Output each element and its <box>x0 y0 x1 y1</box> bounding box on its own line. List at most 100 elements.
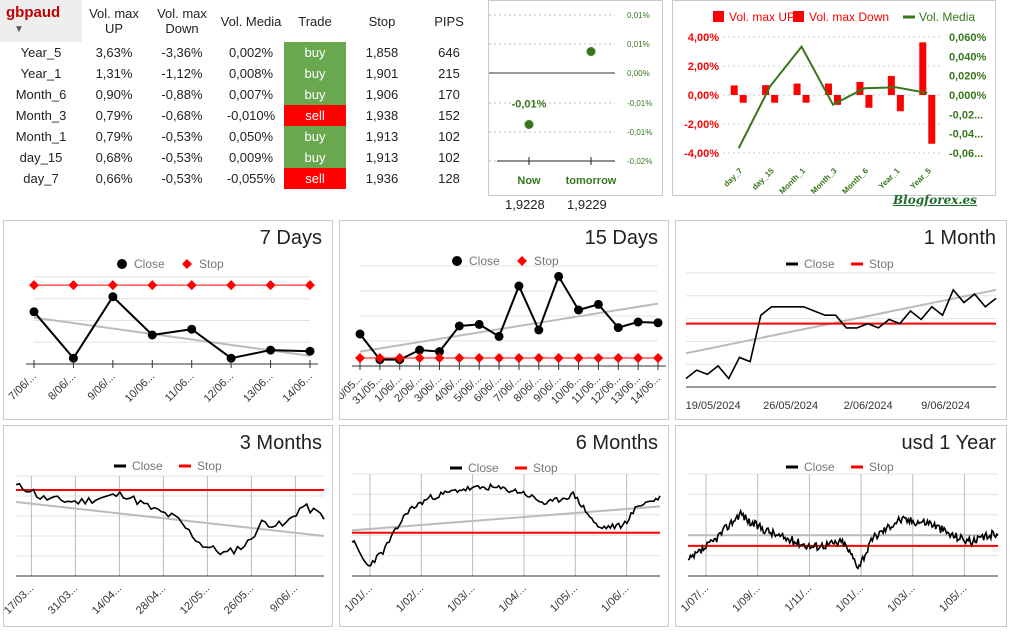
bar-vol-up <box>887 76 895 95</box>
header-trade: Trade <box>298 13 332 29</box>
legend-stop-label: Stop <box>197 459 222 473</box>
stop-point <box>29 280 39 291</box>
x-tick-label: 1/07/... <box>679 582 711 614</box>
legend-close-swatch <box>117 259 127 269</box>
close-point <box>415 345 425 355</box>
close-line <box>351 482 661 567</box>
row-vol-down: -0,53% <box>161 150 203 165</box>
legend-close-label: Close <box>469 254 500 268</box>
forecast-y-tick: 0,01% <box>627 40 650 49</box>
vol-x-label: Year_1 <box>877 166 902 191</box>
stop-point <box>653 353 663 363</box>
legend-stop-swatch <box>182 259 192 269</box>
forecast-y-tick: 0,00% <box>627 69 650 78</box>
vol-right-tick: 0,000% <box>949 90 987 102</box>
close-point <box>68 353 78 363</box>
bar-vol-up <box>762 85 770 95</box>
volatility-chart: 4,00% 2,00% 0,00% -2,00% -4,00% 0,060% 0,040% 0… <box>684 10 987 196</box>
row-trade[interactable]: buy <box>284 126 346 147</box>
stop-point <box>513 353 524 363</box>
x-tick-label: 31/03... <box>46 582 80 616</box>
stop-point <box>305 280 315 291</box>
row-trade[interactable]: sell <box>284 168 346 189</box>
forecast-y-tick: -0,01% <box>627 99 652 108</box>
chart-title-15-days: 15 Days <box>584 227 658 249</box>
table-row: Year_5 3,63% -3,36% 0,002% buy 1,858 646 <box>0 42 480 63</box>
symbol-label: gbpaud <box>6 4 61 21</box>
legend-close-label: Close <box>134 257 165 271</box>
x-tick-label: 9/06/... <box>268 582 300 614</box>
close-point <box>534 325 544 335</box>
row-vol-media: 0,050% <box>228 129 274 144</box>
legend-stop-label: Stop <box>869 257 894 271</box>
vol-x-label: day_7 <box>722 166 745 189</box>
x-tick-label: 11/06... <box>163 370 197 404</box>
row-trade[interactable]: buy <box>284 84 346 105</box>
row-period: Month_6 <box>15 87 67 102</box>
close-point <box>355 329 365 339</box>
legend-label: Vol. max UP <box>729 10 795 24</box>
close-line <box>359 274 659 361</box>
panel-15-days: 30/05... 31/05... 1/06/... 2/06/... 3/06/...… <box>331 220 669 420</box>
header-down: Vol. max Down <box>157 6 207 36</box>
row-period: Month_3 <box>15 108 67 123</box>
x-tick-label: 1/04/... <box>497 582 529 614</box>
row-trade[interactable]: buy <box>284 42 346 63</box>
row-stop: 1,913 <box>365 150 399 165</box>
row-period: day_15 <box>19 150 63 165</box>
close-point <box>494 331 504 341</box>
bar-vol-up <box>730 85 738 95</box>
panel-1-month: 19/05/2024 26/05/2024 2/06/2024 9/06/2024 Cl… <box>675 220 1007 420</box>
header-media: Vol. Media <box>220 13 282 29</box>
symbol-select[interactable]: gbpaud ▼ <box>0 0 82 42</box>
close-point <box>633 317 643 327</box>
panel-7-days: 7/06/... 8/06/... 9/06/... 10/06... 11/06...… <box>3 220 333 420</box>
close-point <box>593 299 603 309</box>
chart-15-days: 30/05...31/05...1/06/...2/06/...3/06/...… <box>331 254 666 407</box>
x-tick-label: 1/11/... <box>783 582 815 614</box>
row-period: Year_5 <box>20 45 62 60</box>
row-vol-up: 3,63% <box>95 45 133 60</box>
dropdown-arrow-icon[interactable]: ▼ <box>14 24 24 35</box>
row-trade[interactable]: sell <box>284 105 346 126</box>
vol-left-tick: -2,00% <box>684 119 719 131</box>
stop-point <box>593 353 604 363</box>
legend-close-label: Close <box>804 257 835 271</box>
bar-vol-up <box>856 81 864 95</box>
close-line <box>685 288 997 380</box>
forecast-x-label: Now <box>517 175 541 187</box>
row-vol-up: 0,79% <box>95 129 133 144</box>
vol-left-tick: 0,00% <box>688 90 719 102</box>
forecast-y-tick: -0,02% <box>627 157 652 166</box>
row-vol-down: -0,53% <box>161 171 203 186</box>
x-tick-label: 9/06/... <box>86 370 118 402</box>
row-trade[interactable]: buy <box>284 63 346 84</box>
now-price: 1,9228 <box>505 197 545 212</box>
stop-point <box>613 353 624 363</box>
stop-point <box>394 353 405 363</box>
legend-close-label: Close <box>804 460 835 474</box>
trend-line <box>351 505 661 532</box>
close-point <box>434 347 444 357</box>
vol-right-tick: -0,04... <box>949 129 983 141</box>
vol-right-tick: 0,060% <box>949 32 987 44</box>
vol-left-tick: -4,00% <box>684 148 719 160</box>
header-stop: Stop <box>368 13 396 29</box>
row-stop: 1,901 <box>365 66 399 81</box>
row-pips: 128 <box>438 171 460 186</box>
row-vol-media: 0,008% <box>228 66 274 81</box>
legend-close-label: Close <box>468 461 499 475</box>
vol-right-tick: -0,02... <box>949 109 983 121</box>
row-pips: 215 <box>438 66 460 81</box>
row-stop: 1,938 <box>365 108 399 123</box>
vol-x-label: Month_1 <box>778 166 808 196</box>
chart-3-months: 17/03... 31/03... 14/04... 28/04... 12/05...… <box>2 459 325 617</box>
row-trade[interactable]: buy <box>284 147 346 168</box>
row-vol-media: 0,007% <box>228 87 274 102</box>
legend-stop-label: Stop <box>869 460 894 474</box>
close-point <box>613 323 623 333</box>
panel-3-months: 17/03... 31/03... 14/04... 28/04... 12/05...… <box>2 425 333 627</box>
stop-point <box>355 353 365 363</box>
chart-7-days: 7/06/... 8/06/... 9/06/... 10/06... 11/06...… <box>7 257 318 405</box>
close-point <box>266 345 276 355</box>
